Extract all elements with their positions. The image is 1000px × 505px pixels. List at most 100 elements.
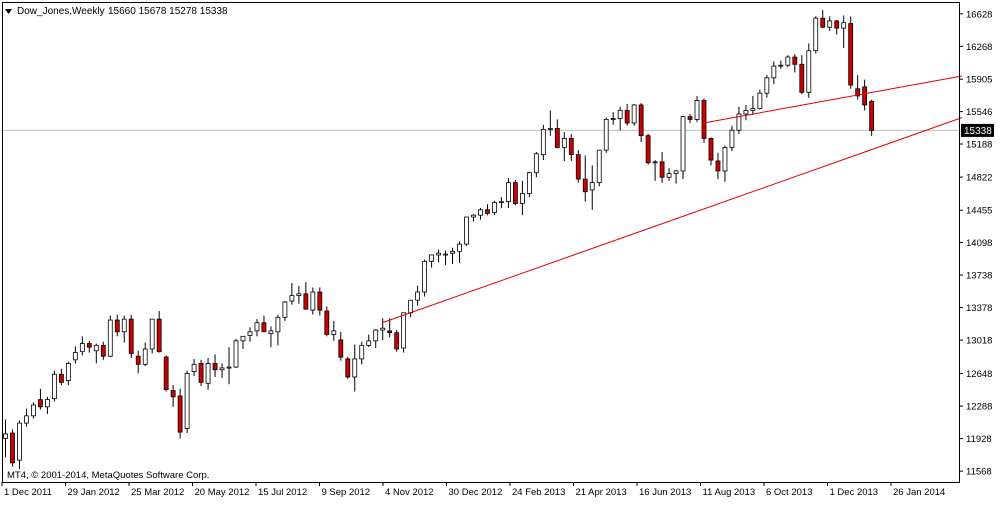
candle-body-down [261, 322, 267, 333]
candle-body-up [51, 373, 57, 400]
candle-body-up [471, 214, 476, 218]
candle [317, 287, 323, 316]
candle-body-down [86, 343, 92, 348]
candle [275, 314, 281, 346]
candle [219, 363, 225, 378]
candle-body-up [93, 344, 99, 352]
candle [554, 119, 560, 149]
candle-body-up [17, 422, 22, 461]
candle-body-down [345, 358, 351, 378]
y-tick-label: 11568 [966, 467, 992, 478]
candle [31, 402, 36, 419]
candle-body-up [408, 299, 414, 314]
candle [240, 335, 246, 349]
candle-body-up [352, 358, 358, 378]
candle [296, 285, 302, 304]
candle [338, 331, 344, 361]
y-tick-label: 14822 [966, 173, 992, 184]
candle [38, 388, 43, 410]
triangle-down-icon[interactable] [5, 9, 12, 14]
candle [177, 388, 183, 439]
candle-body-down [128, 318, 134, 354]
candle [694, 95, 700, 123]
candle-body-up [247, 331, 253, 336]
candle-body-down [568, 137, 574, 156]
candle-body-up [492, 202, 497, 213]
candle [282, 301, 288, 321]
candle [687, 113, 693, 124]
candle [51, 370, 57, 402]
y-tick-label: 16268 [966, 42, 992, 53]
candle [247, 327, 253, 342]
candle-body-up [121, 318, 127, 333]
candle-body-up [610, 118, 616, 120]
candle-body-down [659, 161, 665, 178]
candle [464, 216, 469, 246]
candle [764, 75, 770, 98]
candle [806, 43, 812, 98]
y-tick-label: 14455 [966, 206, 992, 217]
x-tick-label: 4 Nov 2012 [385, 487, 434, 498]
candle [289, 282, 295, 305]
candle-body-up [673, 170, 679, 175]
x-tick-label: 21 Apr 2013 [576, 487, 627, 498]
candle [533, 151, 539, 178]
candle [736, 106, 742, 134]
symbol-label: Dow_Jones,Weekly [17, 6, 105, 17]
candle-body-up [666, 173, 672, 178]
candle-body-up [219, 367, 225, 371]
y-tick-label: 14098 [966, 238, 992, 249]
candle [310, 287, 316, 315]
candle [471, 214, 476, 222]
candle [701, 98, 707, 143]
candle [233, 339, 239, 368]
x-tick-label: 26 Jan 2014 [893, 487, 945, 498]
candle-body-down [338, 339, 344, 358]
candle-body-up [184, 372, 190, 429]
candle [212, 354, 218, 377]
trendline[interactable] [703, 75, 963, 124]
candle [820, 10, 826, 29]
trendline[interactable] [382, 117, 963, 324]
candle [226, 347, 232, 385]
x-tick-label: 6 Oct 2013 [766, 487, 812, 498]
candle [100, 341, 106, 360]
y-tick-label: 15188 [966, 139, 992, 150]
candle [128, 314, 134, 359]
candle-body-down [177, 395, 183, 433]
candle-body-down [708, 137, 714, 161]
candle [163, 355, 169, 392]
candle [93, 343, 99, 364]
candle-body-up [24, 415, 29, 424]
trendlines-layer [382, 75, 963, 324]
candle-body-up [79, 343, 85, 353]
candle [715, 152, 721, 180]
candle [268, 326, 274, 348]
candle [750, 95, 756, 115]
candle-body-up [596, 149, 602, 184]
candle [107, 315, 113, 358]
candle [813, 16, 819, 54]
candle-body-down [701, 100, 707, 139]
candle [457, 241, 462, 264]
candle-body-down [170, 390, 176, 398]
candle [387, 318, 393, 338]
candle-body-down [387, 330, 393, 334]
x-tick-label: 25 Mar 2012 [131, 487, 184, 498]
candle-body-up [680, 116, 686, 172]
candle [191, 358, 197, 377]
candle-body-down [687, 116, 693, 120]
candle-body-up [107, 319, 113, 357]
candle-body-up [450, 250, 455, 254]
candle [841, 15, 847, 49]
x-tick-label: 29 Jan 2012 [68, 487, 120, 498]
candle-body-down [324, 310, 330, 335]
candle-body-down [163, 356, 169, 391]
x-tick-label: 30 Dec 2012 [449, 487, 503, 498]
candle-body-up [722, 147, 728, 172]
y-tick-label: 13378 [966, 303, 992, 314]
candle-body-down [100, 344, 106, 357]
candle [869, 99, 875, 136]
candle-body-up [785, 56, 791, 66]
